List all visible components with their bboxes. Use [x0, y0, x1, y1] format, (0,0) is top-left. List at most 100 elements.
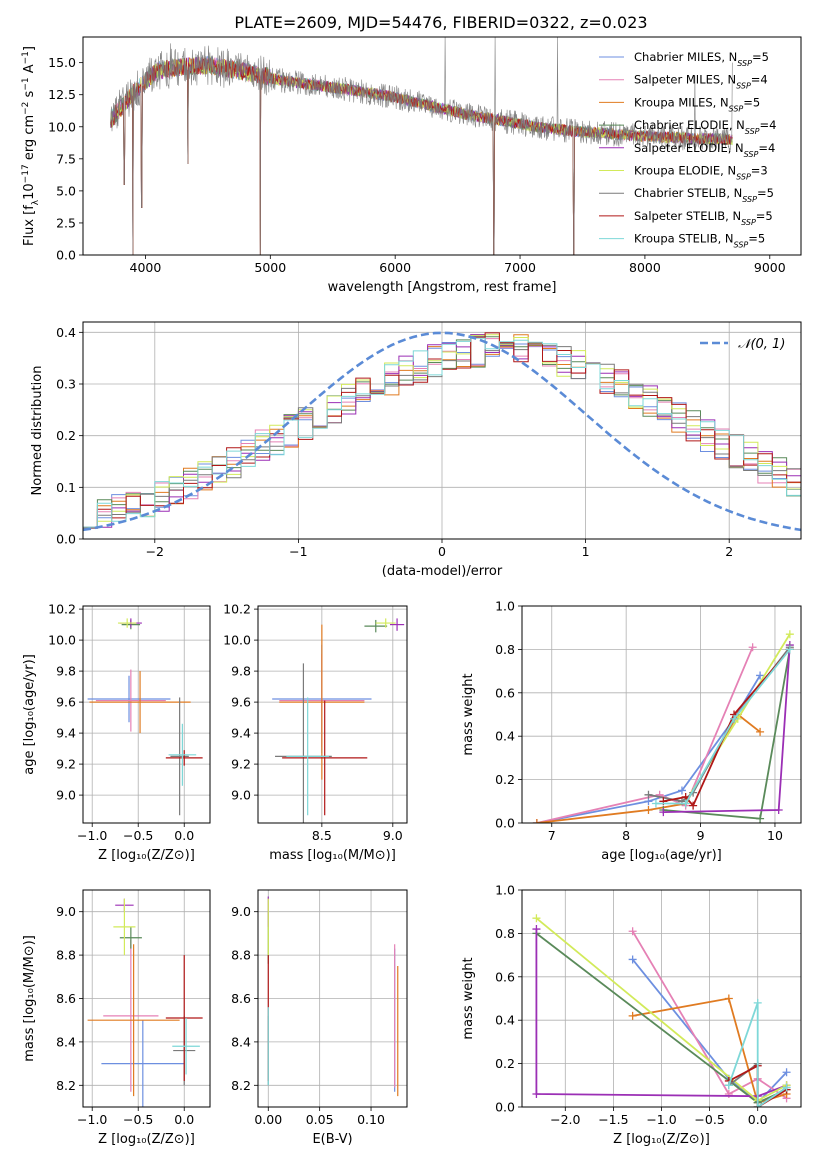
x-axis-label: wavelength [Angstrom, rest frame] [328, 280, 557, 295]
plot-area-mass_weight_vs_age [532, 630, 794, 823]
y-axis-label-part: Flux [f [22, 205, 37, 246]
y-tick-label: 0.4 [495, 1013, 515, 1028]
y-tick-label: 9.4 [56, 726, 76, 741]
y-tick-label: 2.5 [56, 215, 76, 230]
weight-line-kroupa-stelib [655, 648, 791, 805]
y-tick-label: 10.0 [223, 633, 251, 648]
x-tick-label: 0.0 [174, 828, 194, 843]
weight-marker-kroupa-miles [628, 1011, 637, 1020]
y-tick-label: 0.8 [495, 642, 515, 657]
x-axis-label: E(B-V) [312, 1132, 352, 1147]
legend-model-name: Chabrier STELIB, N [634, 186, 742, 200]
panel-mass_vs_ebv: 0.00 0.05 0.10 8.2 8.4 8.6 8.8 9.0 E(B-V) [231, 889, 408, 1147]
y-tick-label: 0.4 [56, 325, 76, 340]
weight-marker-kroupa-stelib [681, 799, 690, 808]
y-tick-label: 9.8 [231, 664, 251, 679]
residual-legend: 𝒩(0, 1) [700, 337, 785, 352]
weight-line-salpeter-miles [631, 930, 788, 1100]
y-tick-label: 0.2 [495, 772, 515, 787]
y-tick-label: 0.0 [495, 1100, 515, 1115]
y-tick-label: 9.8 [56, 664, 76, 679]
x-tick-label: 9 [697, 828, 705, 843]
y-tick-label: 5.0 [56, 183, 76, 198]
panel-age_vs_Z: −1.0 −0.5 0.0 9.0 9.2 9.4 9.6 9.8 10.0 10.2 Z [log… [22, 602, 211, 863]
legend-entry: Salpeter MILES, NSSP=4 [634, 73, 768, 91]
weight-marker-kroupa-stelib [753, 998, 762, 1007]
y-tick-label: 9.4 [231, 726, 251, 741]
x-axis-label: Z [log₁₀(Z/Z⊙)] [98, 848, 195, 863]
legend-entry: 𝒩(0, 1) [738, 337, 785, 352]
x-tick-label: 0 [438, 544, 446, 559]
axes-frame [521, 889, 802, 1108]
x-tick-label: 0.0 [174, 1112, 194, 1127]
y-axis-label: mass weight [461, 673, 476, 755]
x-tick-label: −2 [146, 544, 164, 559]
y-tick-label: 0.8 [495, 926, 515, 941]
y-tick-label: 0.1 [56, 480, 76, 495]
legend-model-name: Salpeter STELIB, N [634, 209, 741, 223]
x-tick-label: 2 [725, 544, 733, 559]
axes-frame [82, 889, 211, 1108]
y-axis-label-part: λ [31, 199, 41, 205]
x-tick-label: 5000 [254, 260, 286, 275]
x-tick-label: −1.5 [598, 1112, 628, 1127]
y-axis-label-part: −1 [21, 51, 31, 64]
weight-marker-kroupa-miles [756, 727, 765, 736]
legend-nssp: =5 [752, 50, 769, 64]
weight-marker-salpeter-elodie [532, 925, 541, 934]
y-tick-label: 0.3 [56, 377, 76, 392]
x-tick-label: 4000 [130, 260, 162, 275]
y-axis-label: mass [log₁₀(M/M⊙)] [22, 935, 37, 1062]
y-tick-label: 9.0 [231, 904, 251, 919]
y-tick-label: 9.2 [56, 757, 76, 772]
legend-entry: Chabrier ELODIE, NSSP=4 [634, 118, 776, 136]
histogram-kroupa-stelib [83, 337, 801, 539]
x-axis-label: (data-model)/error [382, 564, 503, 579]
y-tick-label: 8.2 [231, 1078, 251, 1093]
panel-mass_vs_Z: −1.0 −0.5 0.0 8.2 8.4 8.6 8.8 9.0 Z [log₁₀(Z/Z⊙)… [22, 889, 211, 1147]
axes-frame [82, 36, 802, 256]
x-axis-label: Z [log₁₀(Z/Z⊙)] [613, 1132, 710, 1147]
x-tick-label: 8.5 [312, 828, 332, 843]
legend-nssp: =3 [751, 164, 768, 178]
legend-subscript: SSP [745, 127, 760, 136]
weight-marker-salpeter-stelib [689, 801, 698, 810]
plot-area-residuals [83, 331, 801, 539]
legend-subscript: SSP [736, 81, 751, 90]
y-tick-label: 10.2 [48, 602, 76, 617]
legend-subscript: SSP [741, 217, 756, 226]
y-axis-label-part: s [22, 90, 37, 101]
x-tick-label: 9.0 [383, 828, 403, 843]
x-tick-label: 0.10 [357, 1112, 385, 1127]
panel-age_vs_mass: 8.5 9.0 9.0 9.2 9.4 9.6 9.8 10.0 10.2 mass [log₁₀… [223, 602, 408, 863]
axes-frame [521, 605, 802, 824]
panel-residuals: −2 −1 0 1 2 0.0 0.1 0.2 0.3 0.4 (data-model)/error… [30, 321, 802, 579]
y-tick-label: 0.0 [56, 532, 76, 547]
x-tick-label: −1 [289, 544, 307, 559]
legend-model-name: Kroupa ELODIE, N [634, 164, 736, 178]
weight-marker-kroupa-elodie [532, 914, 541, 923]
x-tick-label: 0.0 [748, 1112, 768, 1127]
legend-subscript: SSP [729, 104, 744, 113]
weight-marker-kroupa-stelib [782, 1083, 791, 1092]
y-tick-label: 15.0 [48, 55, 76, 70]
panel-mass_weight_vs_Z: −2.0 −1.5 −1.0 −0.5 0.0 0.0 0.2 0.4 0.6 0.8 1.0 Z [… [461, 883, 802, 1147]
x-tick-label: −0.5 [694, 1112, 724, 1127]
y-tick-label: 0.6 [495, 969, 515, 984]
axes-frame [257, 889, 408, 1108]
weight-marker-kroupa-miles [644, 805, 653, 814]
weight-marker-salpeter-miles [628, 927, 637, 936]
spectrum-line-salpeter-elodie [110, 57, 733, 255]
y-tick-label: 0.2 [56, 428, 76, 443]
legend-entry: Salpeter STELIB, NSSP=5 [634, 209, 773, 227]
x-tick-label: 6000 [379, 260, 411, 275]
legend-entry: Kroupa MILES, NSSP=5 [634, 95, 760, 113]
weight-marker-salpeter-elodie [532, 1089, 541, 1098]
legend-nssp: =4 [751, 73, 768, 87]
x-tick-label: −1.0 [77, 1112, 107, 1127]
y-tick-label: 9.2 [231, 757, 251, 772]
y-tick-label: 9.6 [56, 695, 76, 710]
plot-area-mass_vs_ebv [267, 896, 399, 1097]
y-tick-label: 1.0 [495, 883, 515, 898]
